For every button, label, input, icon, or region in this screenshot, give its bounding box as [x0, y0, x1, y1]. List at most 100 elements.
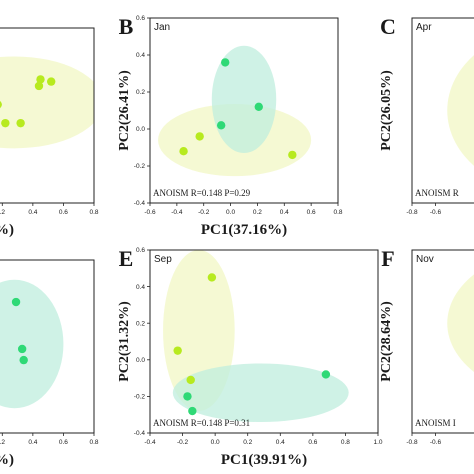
x-axis-label: PC1(39.91%)	[221, 452, 307, 468]
sample-point-yellow	[179, 147, 188, 156]
y-axis-label: PC2(26.05%)	[379, 70, 394, 151]
panel-frame	[149, 249, 379, 434]
confidence-ellipse-yellow	[447, 55, 474, 166]
sample-point-yellow	[0, 101, 2, 109]
y-axis-label: PC2(28.64%)	[379, 301, 394, 382]
y-tick-label: 0.2	[136, 89, 145, 96]
anosim-stat: ANOISM I	[415, 418, 456, 428]
x-axis-label: PC1(37.16%)	[201, 222, 287, 238]
anosim-stat: ANOISM R=0.148 P=0.29	[153, 188, 251, 198]
confidence-ellipse-yellow	[447, 274, 474, 372]
x-tick-label: .2	[0, 439, 5, 446]
x-tick-label: -0.8	[406, 439, 418, 446]
panel-6: -0.8 -0.6 PC2(28.64%) F Nov ANOISM I	[379, 246, 474, 446]
plot-area	[158, 45, 312, 177]
x-tick-label: 0.8	[89, 209, 98, 216]
confidence-ellipse-green	[172, 363, 349, 423]
sample-point-yellow	[1, 118, 10, 128]
anosim-stat: ANOISM R=0.148 P=0.31	[153, 418, 250, 428]
x-tick-label: -0.2	[177, 439, 189, 446]
x-tick-label: 0.4	[28, 209, 37, 216]
x-tick-label: -0.2	[198, 209, 210, 216]
confidence-ellipse-yellow	[0, 56, 94, 149]
x-tick-label: 0.6	[307, 209, 316, 216]
x-tick-label: -0.4	[144, 439, 156, 446]
x-tick-label: -0.6	[430, 439, 442, 446]
panel-letter: F	[381, 246, 394, 271]
x-tick-label: 1.0	[373, 439, 382, 446]
plot-area	[0, 279, 64, 409]
sample-point-green	[183, 392, 192, 401]
sample-point-green	[17, 344, 27, 354]
x-tick-label: 0.0	[226, 209, 235, 216]
x-tick-label: 0.6	[59, 439, 68, 446]
x-tick-label: 0.4	[28, 439, 37, 446]
sample-point-yellow	[34, 81, 44, 91]
month-label: Sep	[154, 254, 172, 265]
x-tick-label: 0.8	[333, 209, 342, 216]
sample-point-green	[19, 355, 28, 365]
x-tick-label: 0.2	[253, 209, 262, 216]
confidence-ellipse-green	[211, 45, 277, 154]
month-label: Jan	[154, 22, 170, 33]
confidence-ellipse-green	[0, 279, 64, 409]
y-tick-label: 0.2	[136, 320, 145, 327]
x-tick-label: -0.6	[144, 209, 156, 216]
sample-point-green	[254, 102, 263, 112]
sample-point-yellow	[195, 132, 204, 141]
y-tick-label: -0.4	[134, 200, 146, 207]
sample-point-yellow	[288, 150, 297, 160]
x-tick-label: -0.6	[430, 209, 442, 216]
x-axis-label: %)	[0, 452, 14, 468]
sample-point-yellow	[173, 346, 182, 355]
y-tick-label: 0.4	[136, 52, 145, 59]
panel-5: -0.4 -0.2 0.0 0.2 0.4 0.6 0.8 1.0 -0.4 -0.2 0.0 0.2…	[117, 246, 383, 468]
x-tick-label: -0.4	[171, 209, 183, 216]
x-tick-label: 0.4	[280, 209, 289, 216]
panel-frame	[411, 17, 474, 204]
y-tick-label: 0.0	[136, 126, 145, 133]
x-tick-label: .2	[0, 209, 5, 216]
y-tick-label: -0.2	[134, 163, 146, 170]
panel-3: -0.8 -0.6 PC2(26.05%) C Apr ANOISM R	[379, 14, 474, 216]
panel-1: .2 0.4 0.6 0.8%)	[0, 27, 99, 238]
sample-point-green	[221, 58, 230, 67]
y-tick-label: 0.4	[136, 284, 145, 291]
x-tick-label: 0.4	[276, 439, 285, 446]
panel-frame	[0, 259, 95, 434]
x-axis-label: %)	[0, 222, 14, 238]
panel-4: .2 0.4 0.6 0.8%)	[0, 259, 99, 468]
month-label: Apr	[416, 22, 432, 33]
x-tick-label: 0.0	[211, 439, 220, 446]
panel-2: -0.6 -0.4 -0.2 0.0 0.2 0.4 0.6 0.8 -0.4 -0.2 0.0 0.…	[117, 14, 343, 238]
y-tick-label: 0.6	[136, 247, 145, 254]
plot-area	[447, 55, 474, 166]
x-tick-label: 0.6	[59, 209, 68, 216]
panel-frame	[0, 27, 95, 204]
plot-area	[447, 274, 474, 372]
x-tick-label: -0.8	[406, 209, 418, 216]
y-axis-label: PC2(31.32%)	[117, 301, 132, 382]
sample-point-green	[216, 121, 226, 130]
y-tick-label: -0.2	[134, 394, 146, 401]
panel-letter: B	[119, 14, 134, 39]
plot-area	[0, 56, 94, 149]
sample-point-green	[321, 370, 331, 379]
sample-point-yellow	[16, 118, 25, 128]
anosim-stat: ANOISM R	[415, 188, 459, 198]
sample-point-yellow	[207, 273, 217, 282]
y-tick-label: -0.4	[134, 430, 146, 437]
sample-point-green	[11, 297, 21, 307]
panel-frame	[411, 249, 474, 434]
y-tick-label: 0.6	[136, 15, 145, 22]
x-tick-label: 0.8	[89, 439, 98, 446]
panel-letter: E	[119, 246, 134, 271]
sample-point-yellow	[36, 75, 45, 84]
x-tick-label: 0.6	[308, 439, 317, 446]
month-label: Nov	[416, 254, 434, 265]
y-axis-label: PC2(26.41%)	[117, 70, 132, 151]
panel-frame	[149, 17, 339, 204]
sample-point-yellow	[47, 77, 56, 86]
sample-point-green	[188, 406, 197, 416]
